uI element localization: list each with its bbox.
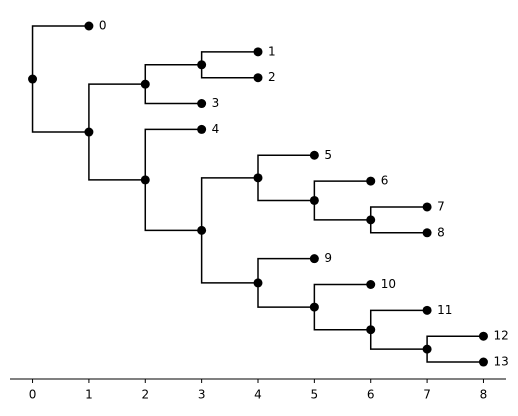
edge (31, 79, 89, 133)
leaf (478, 357, 488, 367)
leaf (253, 47, 263, 57)
node (366, 325, 376, 335)
edge (257, 154, 315, 178)
leaf (309, 150, 319, 160)
x-tick-label: 6 (367, 388, 375, 402)
edge (369, 206, 428, 220)
node (197, 60, 207, 70)
x-tick-label: 3 (198, 388, 206, 402)
node (309, 302, 319, 312)
leaf (253, 73, 263, 83)
edge (369, 219, 428, 234)
edge (144, 84, 202, 105)
leaf (84, 21, 94, 31)
edge (313, 307, 371, 331)
edge (313, 283, 371, 308)
x-tick-label: 1 (85, 388, 93, 402)
x-tick-label: 5 (311, 388, 319, 402)
edge (200, 177, 258, 231)
edge (313, 180, 371, 201)
leaf-label: 1 (268, 44, 276, 58)
node (197, 225, 207, 235)
leaf-label: 4 (212, 122, 220, 136)
edge (144, 64, 202, 85)
x-tick-label: 4 (254, 388, 262, 402)
node (253, 278, 263, 288)
edge (257, 257, 315, 283)
x-tick-label: 0 (29, 388, 37, 402)
edge (426, 349, 484, 363)
node (366, 215, 376, 225)
x-tick-label: 8 (480, 388, 488, 402)
edge (88, 132, 146, 181)
node (253, 173, 263, 183)
edge (313, 200, 371, 221)
edge (144, 179, 202, 232)
edge (369, 309, 428, 330)
edge (200, 64, 258, 79)
node (309, 195, 319, 205)
x-tick-label: 2 (141, 388, 149, 402)
leaf-label: 10 (381, 277, 396, 291)
leaf (197, 124, 207, 134)
leaf-label: 7 (437, 199, 445, 213)
leaf-label: 13 (493, 355, 508, 369)
x-tick-label: 7 (423, 388, 431, 402)
leaf (366, 176, 376, 186)
leaf-label: 5 (324, 148, 332, 162)
node (28, 74, 38, 84)
leaf (197, 99, 207, 109)
leaf-label: 3 (212, 96, 220, 110)
leaf-label: 2 (268, 70, 276, 84)
node (422, 344, 432, 354)
node (140, 175, 150, 185)
leaf (478, 331, 488, 341)
edge (31, 25, 89, 80)
leaf (422, 228, 432, 238)
leaf (422, 305, 432, 315)
leaf-label: 6 (381, 174, 389, 188)
node (140, 79, 150, 89)
node (84, 127, 94, 137)
leaf-label: 8 (437, 225, 445, 239)
leaf-label: 0 (99, 19, 107, 33)
leaf (422, 202, 432, 212)
leaf (366, 280, 376, 289)
edge (88, 83, 146, 133)
edge (426, 335, 484, 350)
edge (369, 329, 428, 350)
edge (200, 230, 258, 284)
edge (257, 282, 315, 308)
leaf-label: 9 (324, 251, 332, 265)
edge (200, 51, 258, 65)
edge (144, 128, 202, 180)
edge (257, 177, 315, 202)
leaf-label: 12 (493, 329, 508, 343)
leaf-label: 11 (437, 303, 452, 317)
leaf (309, 254, 319, 264)
